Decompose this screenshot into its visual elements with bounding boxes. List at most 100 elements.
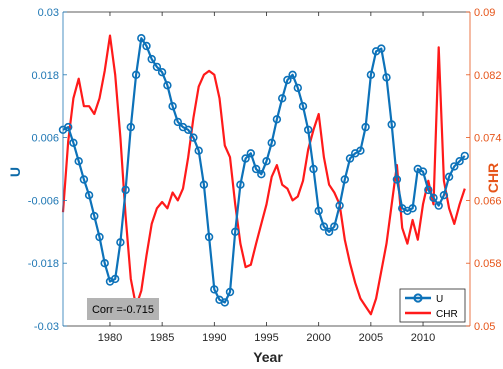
legend-marker-u [413, 293, 423, 303]
y-tick-label-left-5: -0.03 [34, 321, 59, 333]
series-line-u [62, 37, 466, 304]
u-point-26 [194, 146, 203, 155]
x-tick-label-2: 1990 [202, 332, 226, 344]
plot-area [58, 33, 469, 316]
u-point-21 [168, 101, 177, 111]
u-point-74 [444, 172, 454, 182]
u-point-52 [330, 222, 339, 231]
u-point-18 [152, 62, 162, 72]
u-point-31 [220, 298, 230, 307]
u-point-49 [314, 206, 323, 216]
u-point-5 [84, 191, 94, 200]
u-point-37 [251, 164, 261, 174]
axes: 1980 1985 1990 1995 2000 2005 2010 0.03 0.018 0.0… [28, 7, 502, 344]
u-point-46 [298, 101, 308, 111]
u-point-44 [288, 70, 297, 80]
y-axis-label-right: CHR [485, 163, 501, 193]
u-point-55 [345, 154, 355, 163]
y-tick-label-right-2: 0.074 [474, 133, 502, 145]
y-tick-label-right-5: 0.05 [474, 321, 495, 333]
y-tick-label-right-4: 0.058 [474, 258, 502, 270]
u-point-72 [434, 201, 443, 210]
u-point-67 [408, 204, 417, 213]
u-point-17 [147, 54, 156, 64]
u-point-73 [439, 191, 449, 200]
u-point-15 [137, 33, 146, 43]
y-tick-label-left-4: -0.018 [28, 258, 59, 270]
u-point-34 [236, 180, 245, 189]
correlation-annotation: Corr =-0.715 [87, 298, 159, 320]
u-point-25 [189, 133, 198, 142]
x-tick-label-4: 2000 [306, 332, 330, 344]
u-point-69 [418, 167, 428, 176]
u-point-27 [199, 180, 209, 189]
y-tick-label-left-0: 0.03 [38, 7, 59, 19]
u-point-38 [257, 170, 266, 179]
u-point-77 [460, 151, 469, 161]
y-tick-label-left-1: 0.018 [31, 70, 59, 82]
y-tick-label-left-3: -0.006 [28, 195, 59, 207]
legend-label-u: U [436, 294, 443, 305]
y-axis-label-left: U [7, 167, 23, 177]
x-tick-label-1: 1985 [150, 332, 174, 344]
u-point-36 [246, 149, 256, 158]
u-point-2 [69, 138, 78, 148]
u-point-11 [116, 238, 125, 247]
u-point-59 [366, 70, 376, 80]
u-point-28 [204, 232, 214, 242]
u-point-64 [392, 175, 402, 184]
correlation-text: Corr =-0.715 [92, 304, 154, 316]
u-point-53 [335, 201, 344, 210]
u-point-47 [304, 125, 313, 135]
u-point-58 [361, 122, 370, 132]
u-point-12 [121, 185, 130, 195]
u-point-40 [267, 138, 276, 148]
x-tick-label-3: 1995 [254, 332, 278, 344]
y-tick-label-right-1: 0.082 [474, 70, 502, 82]
u-point-6 [90, 211, 99, 221]
u-point-3 [74, 157, 83, 166]
u-point-62 [382, 73, 391, 82]
u-point-7 [95, 232, 104, 242]
u-point-57 [356, 146, 365, 155]
u-point-51 [324, 227, 334, 237]
u-point-33 [231, 227, 240, 237]
u-point-61 [377, 44, 386, 53]
u-point-13 [126, 122, 136, 132]
u-point-19 [157, 67, 167, 77]
u-point-20 [163, 81, 172, 90]
u-point-22 [173, 117, 183, 127]
u-point-54 [340, 175, 349, 184]
u-point-75 [450, 162, 459, 171]
u-point-70 [424, 185, 433, 195]
u-point-45 [293, 83, 302, 93]
legend: U CHR [399, 288, 466, 323]
u-point-10 [110, 274, 120, 284]
u-point-16 [142, 41, 151, 51]
u-point-14 [131, 70, 141, 80]
u-point-48 [309, 164, 318, 174]
x-axis-label: Year [253, 349, 283, 365]
u-point-8 [100, 259, 109, 268]
legend-label-chr: CHR [436, 309, 458, 320]
u-point-42 [278, 94, 287, 103]
y-tick-label-right-3: 0.066 [474, 195, 502, 207]
y-tick-label-right-0: 0.09 [474, 7, 495, 19]
u-point-4 [79, 175, 89, 184]
u-point-43 [283, 75, 292, 85]
u-point-63 [387, 120, 396, 129]
u-point-1 [63, 122, 73, 132]
u-point-35 [241, 154, 250, 163]
u-point-39 [262, 157, 271, 166]
u-point-24 [184, 125, 193, 135]
u-point-71 [429, 193, 438, 203]
x-tick-label-5: 2005 [359, 332, 383, 344]
u-point-50 [319, 222, 329, 231]
y-tick-label-left-2: 0.006 [31, 133, 59, 145]
u-point-29 [210, 285, 219, 294]
u-point-76 [455, 157, 464, 166]
x-tick-label-6: 2010 [411, 332, 435, 344]
u-point-41 [272, 115, 282, 124]
x-tick-label-0: 1980 [98, 332, 122, 344]
